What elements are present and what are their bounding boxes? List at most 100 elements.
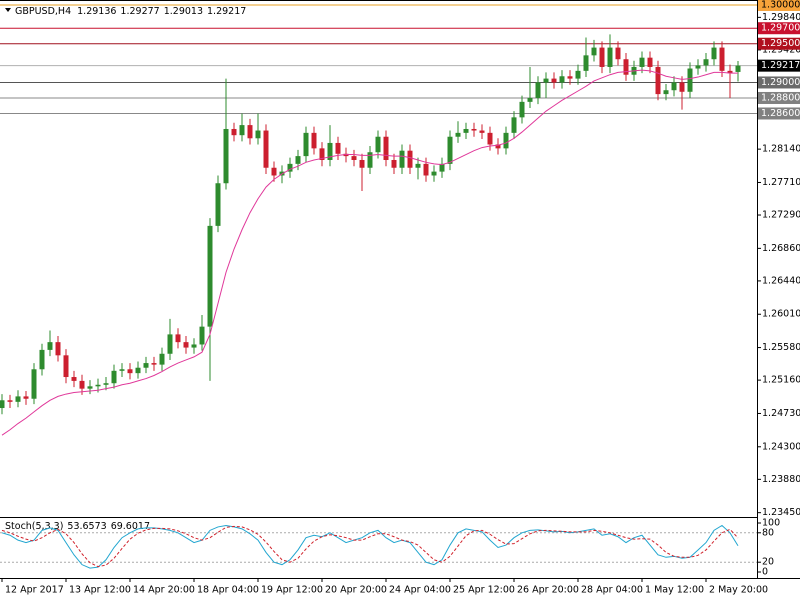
- candle-body: [503, 132, 509, 149]
- x-tick-label: 26 Apr 20:00: [517, 585, 579, 596]
- candle-body: [175, 334, 181, 343]
- candle-body: [311, 132, 317, 149]
- x-tick-label: 12 Apr 2017: [5, 585, 64, 596]
- price-level-label: 1.29500: [761, 38, 800, 49]
- candle-body: [239, 125, 245, 136]
- candle-body: [383, 136, 389, 160]
- candle-body: [103, 383, 109, 385]
- candle-body: [511, 117, 517, 133]
- candle-body: [295, 156, 301, 164]
- x-tick-label: 2 May 20:00: [709, 585, 768, 596]
- x-tick-label: 1 May 12:00: [645, 585, 704, 596]
- price-level-label: 1.29217: [761, 60, 800, 71]
- candle-body: [519, 101, 525, 118]
- candle-body: [551, 78, 557, 83]
- x-tick-label: 18 Apr 04:00: [197, 585, 259, 596]
- stoch-header: Stoch(5,3,3) 53.6573 69.6017: [5, 521, 150, 532]
- candle-body: [231, 128, 237, 136]
- candle-body: [159, 353, 165, 365]
- candle-body: [567, 76, 573, 79]
- price-level-box: [758, 22, 800, 35]
- candle-body: [119, 369, 125, 371]
- candle-body: [695, 65, 701, 69]
- candle-body: [223, 128, 229, 184]
- header-high: 1.29277: [120, 6, 159, 17]
- candle-body: [351, 156, 357, 160]
- y-tick-label: 1.29840: [762, 12, 800, 23]
- candle-body: [7, 400, 13, 402]
- y-tick-label: 1.24730: [762, 408, 800, 419]
- stoch-name: Stoch(5,3,3): [5, 521, 63, 532]
- candle-body: [207, 225, 213, 327]
- candle-body: [391, 159, 397, 168]
- header-low: 1.29013: [164, 6, 203, 17]
- candle-body: [55, 342, 61, 356]
- candle-body: [471, 128, 477, 131]
- header-close: 1.29217: [207, 6, 246, 17]
- y-tick-label: 1.28140: [762, 144, 800, 155]
- x-tick-label: 24 Apr 04:00: [389, 585, 451, 596]
- stoch-signal: [1, 525, 739, 568]
- stoch-tick-label: 80: [762, 527, 774, 538]
- candle-body: [479, 130, 485, 133]
- y-tick-label: 1.25580: [762, 342, 800, 353]
- candle-body: [447, 136, 453, 164]
- candle-body: [623, 59, 629, 75]
- candle-body: [559, 76, 565, 83]
- candle-body: [439, 163, 445, 172]
- candle-body: [543, 78, 549, 83]
- stoch-tick-label: 0: [762, 567, 768, 578]
- candle-body: [711, 47, 717, 60]
- y-tick-label: 1.25160: [762, 375, 800, 386]
- candle-body: [71, 377, 77, 381]
- candle-body: [327, 142, 333, 160]
- candle-body: [615, 47, 621, 60]
- candle-body: [127, 369, 133, 374]
- candle-body: [191, 344, 197, 348]
- candle-body: [79, 380, 85, 389]
- chart-header: GBPUSD,H4 1.29136 1.29277 1.29013 1.29217: [15, 6, 246, 17]
- candle-body: [407, 150, 413, 168]
- candle-body: [63, 355, 69, 378]
- candle-body: [375, 136, 381, 153]
- price-level-label: 1.30000: [761, 0, 800, 10]
- candle-body: [303, 132, 309, 157]
- candle-body: [687, 68, 693, 92]
- candle-body: [151, 363, 157, 365]
- candle-body: [359, 159, 365, 168]
- price-level-box: [758, 59, 800, 72]
- price-level-label: 1.29700: [761, 23, 800, 34]
- candle-body: [23, 396, 29, 399]
- x-tick-label: 20 Apr 20:00: [325, 585, 387, 596]
- price-level-label: 1.29000: [761, 77, 800, 88]
- candle-body: [727, 70, 733, 74]
- candle-body: [183, 342, 189, 348]
- candle-body: [247, 125, 253, 139]
- candle-body: [575, 70, 581, 79]
- candle-body: [535, 82, 541, 98]
- symbol: GBPUSD,H4: [15, 6, 71, 17]
- y-tick-label: 1.26860: [762, 243, 800, 254]
- candle-body: [719, 47, 725, 71]
- y-tick-label: 1.24300: [762, 441, 800, 452]
- price-level-box: [758, 0, 800, 11]
- y-tick-label: 1.26440: [762, 275, 800, 286]
- candle-body: [399, 150, 405, 168]
- price-level-label: 1.28800: [761, 92, 800, 103]
- candle-body: [431, 171, 437, 176]
- candle-body: [263, 130, 269, 168]
- stoch-signal-last: 69.6017: [111, 521, 150, 532]
- candle-body: [367, 152, 373, 168]
- x-tick-label: 19 Apr 12:00: [261, 585, 323, 596]
- x-tick-label: 13 Apr 12:00: [69, 585, 131, 596]
- y-tick-label: 1.29420: [762, 44, 800, 55]
- candle-body: [495, 144, 501, 149]
- candle-body: [287, 163, 293, 172]
- candle-body: [167, 334, 173, 354]
- y-tick-label: 1.26010: [762, 309, 800, 320]
- candle-body: [335, 142, 341, 154]
- stoch-tick-label: 20: [762, 557, 774, 568]
- stoch-tick-label: 100: [762, 518, 780, 529]
